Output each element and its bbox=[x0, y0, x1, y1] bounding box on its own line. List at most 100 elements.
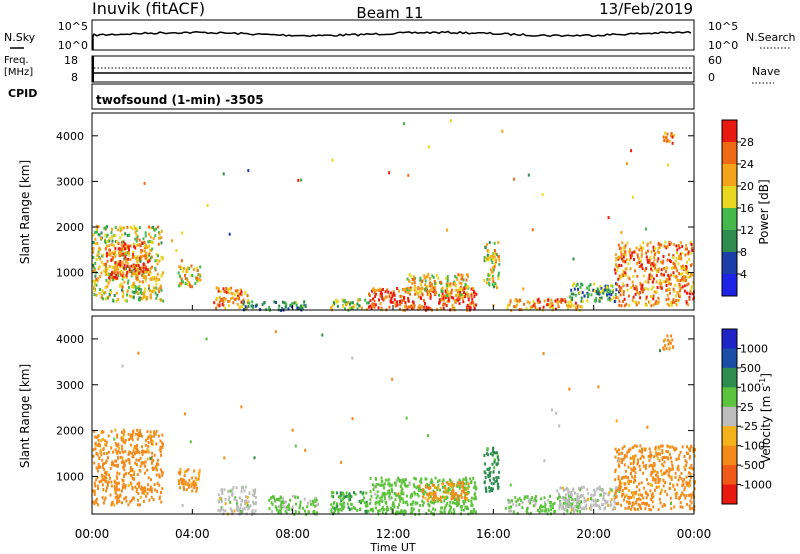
power-colorbar-tick-label: 28 bbox=[740, 136, 754, 149]
velocity-colorbar-tick-label: 25 bbox=[740, 401, 754, 414]
noise-sky-line bbox=[92, 30, 692, 50]
power-colorbar-tick-label: 16 bbox=[740, 202, 754, 215]
power-patch-8 bbox=[483, 240, 501, 290]
cpid-program-text: twofsound (1-min) -3505 bbox=[96, 93, 264, 107]
velocity-colorbar-tick-label: -500 bbox=[740, 459, 765, 472]
noise-left-tick-top: 10^5 bbox=[58, 20, 88, 33]
power-colorbar-tick-label: 24 bbox=[740, 158, 754, 171]
date-title: 13/Feb/2019 bbox=[599, 0, 693, 18]
power-patch-2 bbox=[177, 264, 202, 289]
x-tick-label: 08:00 bbox=[275, 527, 310, 541]
velocity-colorbar-tick-label: -1000 bbox=[740, 479, 772, 492]
power-heatmap bbox=[92, 119, 695, 313]
power-colorbar-swatch bbox=[722, 142, 737, 165]
x-tick-label: 12:00 bbox=[376, 527, 411, 541]
power-colorbar-swatch bbox=[722, 274, 737, 297]
noise-right-tick-bottom: 10^0 bbox=[708, 39, 738, 52]
velocity-colorbar-swatch bbox=[722, 465, 737, 486]
power-patch-12 bbox=[662, 131, 676, 145]
velocity-y-axis-title: Slant Range [km] bbox=[18, 364, 32, 468]
velocity-y-tick-label: 2000 bbox=[56, 425, 84, 438]
x-axis-title: Time UT bbox=[369, 541, 415, 554]
noise-sky-label: N.Sky bbox=[4, 31, 36, 44]
velocity-patch-6 bbox=[418, 481, 470, 503]
freq-label-1: Freq. bbox=[4, 55, 29, 66]
velocity-colorbar-title-exp: -1 bbox=[758, 378, 767, 386]
velocity-colorbar-tick-label: 500 bbox=[740, 362, 761, 375]
freq-panel bbox=[91, 55, 695, 83]
freq-left-tick-top: 18 bbox=[64, 54, 78, 67]
power-colorbar-swatch bbox=[722, 120, 737, 143]
velocity-colorbar-tick-label: -100 bbox=[740, 440, 765, 453]
velocity-colorbar-tick-label: -25 bbox=[740, 420, 758, 433]
velocity-patch-11 bbox=[662, 334, 675, 351]
velocity-patch-7 bbox=[483, 446, 501, 493]
cpid-label: CPID bbox=[8, 87, 37, 100]
nave-label: Nave bbox=[752, 65, 780, 78]
velocity-y-ticks: 4000 3000 2000 1000 bbox=[56, 333, 694, 483]
power-colorbar-tick-label: 20 bbox=[740, 180, 754, 193]
velocity-colorbar-swatch bbox=[722, 445, 737, 466]
power-y-ticks: 4000 3000 2000 1000 bbox=[56, 130, 694, 280]
velocity-scatter-echoes bbox=[113, 330, 672, 510]
power-colorbar-tick-label: 12 bbox=[740, 224, 754, 237]
velocity-colorbar-title-prefix: Velocity [m s bbox=[759, 386, 773, 463]
x-tick-label: 04:00 bbox=[175, 527, 210, 541]
power-colorbar-title: Power [dB] bbox=[757, 179, 771, 244]
beam-title: Beam 11 bbox=[356, 4, 423, 22]
noise-left-tick-bottom: 10^0 bbox=[58, 39, 88, 52]
power-patch-1 bbox=[104, 240, 152, 280]
x-tick-label: 20:00 bbox=[576, 527, 611, 541]
velocity-colorbar-tick-label: 100 bbox=[740, 381, 761, 394]
power-colorbar-tick-label: 8 bbox=[740, 246, 747, 259]
velocity-colorbar: 1000 500 100 25 -25 -100 -500 -1000 bbox=[721, 328, 772, 505]
velocity-colorbar-tick-label: 1000 bbox=[740, 342, 768, 355]
noise-right-tick-top: 10^5 bbox=[708, 20, 738, 33]
power-patch-11 bbox=[613, 240, 695, 308]
velocity-colorbar-title-suffix: ] bbox=[759, 373, 773, 378]
velocity-panel-frame bbox=[91, 315, 695, 515]
velocity-y-tick-label: 4000 bbox=[56, 333, 84, 346]
velocity-colorbar-swatch bbox=[722, 348, 737, 369]
power-colorbar-swatch bbox=[722, 252, 737, 275]
velocity-colorbar-swatch bbox=[722, 367, 737, 388]
power-colorbar: 28 24 20 16 12 8 4 bbox=[721, 119, 754, 297]
power-colorbar-swatch bbox=[722, 186, 737, 209]
power-colorbar-swatch bbox=[722, 164, 737, 187]
velocity-colorbar-title: Velocity [m s-1] bbox=[758, 373, 773, 463]
power-y-axis-title: Slant Range [km] bbox=[18, 160, 32, 264]
x-axis-ticks: 00:00 04:00 08:00 12:00 16:00 20:00 00:00 bbox=[75, 305, 712, 541]
velocity-patch-10 bbox=[614, 444, 696, 512]
velocity-y-tick-label: 3000 bbox=[56, 379, 84, 392]
power-y-tick-label: 4000 bbox=[56, 130, 84, 143]
freq-left-tick-bottom: 8 bbox=[71, 71, 78, 84]
x-tick-label: 00:00 bbox=[677, 527, 712, 541]
power-patch-5 bbox=[330, 298, 370, 312]
velocity-colorbar-swatch bbox=[722, 329, 737, 349]
velocity-colorbar-swatch bbox=[722, 387, 737, 408]
station-title: Inuvik (fitACF) bbox=[92, 0, 205, 18]
noise-search-label: N.Search bbox=[746, 31, 796, 44]
cpid-panel bbox=[91, 83, 695, 110]
velocity-heatmap bbox=[92, 330, 696, 516]
velocity-colorbar-swatch bbox=[722, 406, 737, 427]
velocity-patch-0 bbox=[92, 428, 165, 507]
x-tick-label: 16:00 bbox=[476, 527, 511, 541]
freq-label-2: [MHz] bbox=[4, 67, 33, 78]
velocity-patch-1 bbox=[177, 467, 201, 493]
freq-right-tick-bottom: 0 bbox=[708, 71, 715, 84]
power-colorbar-tick-label: 4 bbox=[740, 268, 747, 281]
power-colorbar-swatch bbox=[722, 230, 737, 253]
velocity-colorbar-swatch bbox=[722, 426, 737, 447]
x-tick-label: 00:00 bbox=[75, 527, 110, 541]
power-patch-10 bbox=[568, 282, 620, 303]
power-y-tick-label: 3000 bbox=[56, 175, 84, 188]
velocity-colorbar-frame bbox=[721, 328, 738, 505]
power-y-tick-label: 1000 bbox=[56, 267, 84, 280]
velocity-patch-4 bbox=[330, 490, 370, 516]
power-colorbar-swatch bbox=[722, 208, 737, 231]
freq-right-tick-top: 60 bbox=[708, 54, 722, 67]
velocity-y-tick-label: 1000 bbox=[56, 470, 84, 483]
velocity-colorbar-swatch bbox=[722, 484, 737, 505]
